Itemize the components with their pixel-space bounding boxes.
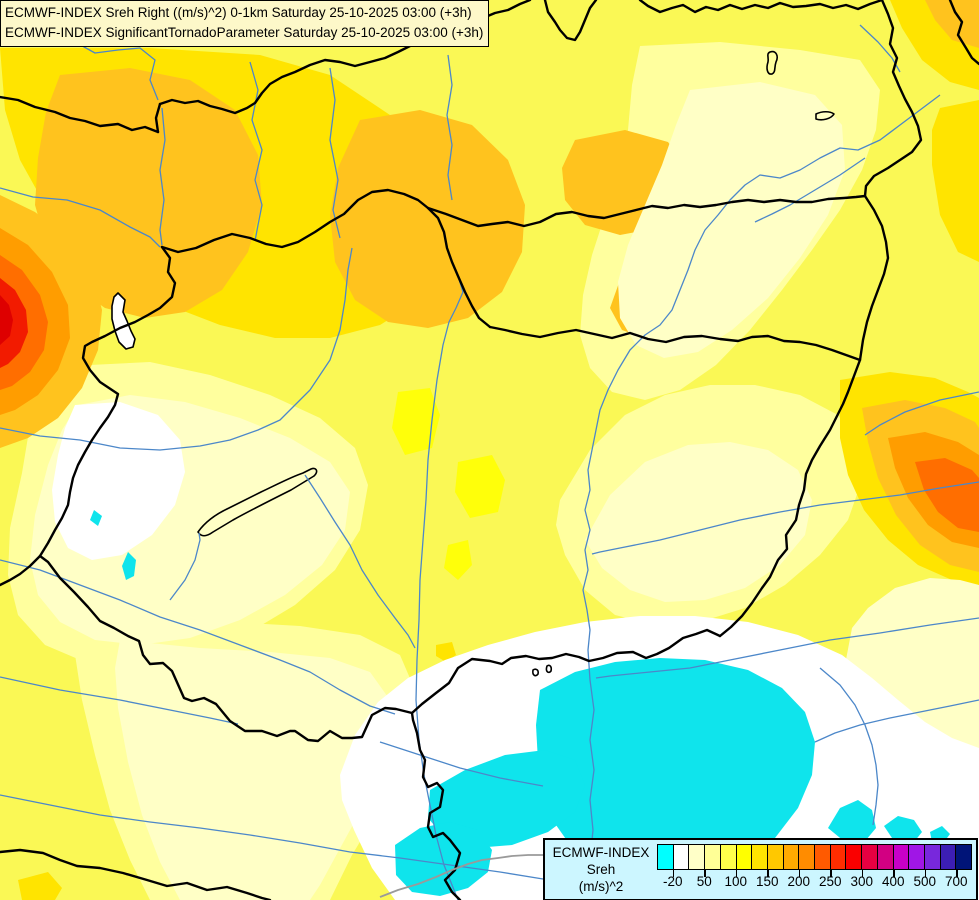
legend-swatch: [798, 844, 816, 870]
legend-swatch: [861, 844, 878, 870]
legend-tick-label: -20: [662, 874, 683, 889]
border-hu-rs-south: [410, 628, 722, 715]
legend-label-unit: (m/s)^2: [578, 879, 624, 894]
map-title-box: ECMWF-INDEX Sreh Right ((m/s)^2) 0-1km S…: [0, 0, 490, 47]
legend-tick-mark: [735, 870, 738, 877]
lake-small-2: [815, 110, 835, 121]
map-title-line-1: ECMWF-INDEX Sreh Right ((m/s)^2) 0-1km S…: [5, 5, 472, 20]
border-ua-vertical: [863, 0, 923, 198]
lake-balaton: [197, 467, 318, 537]
legend-tick-mark: [893, 870, 895, 877]
legend-color-bar: [657, 844, 973, 870]
legend-tick-mark: [672, 870, 675, 877]
legend-swatch: [829, 844, 847, 870]
legend-tick-label: 150: [755, 874, 779, 889]
border-hr-rs-danube: [410, 711, 462, 900]
legend-swatch: [782, 844, 800, 870]
lakes-layer: [111, 50, 835, 677]
legend-swatch: [939, 844, 957, 870]
border-hu-mid-east: [488, 325, 862, 362]
legend-label-param: Sreh: [586, 862, 616, 877]
legend-tick-mark: [704, 870, 706, 877]
legend-swatch: [719, 844, 737, 870]
legend-tick-label: 500: [913, 874, 937, 889]
legend-swatch: [751, 844, 768, 870]
border-grey-layer: [379, 854, 545, 898]
legend-box: ECMWF-INDEX Sreh (m/s)^2 -20 50 100 150 200 2…: [543, 838, 978, 900]
border-at-hu-west: [38, 245, 177, 558]
lake-small-1: [766, 50, 778, 75]
border-danube-bend: [426, 206, 492, 329]
border-sk-pl-dip: [543, 0, 598, 42]
lake-small-3: [532, 668, 539, 677]
legend-swatch: [876, 844, 894, 870]
lake-neusiedl: [111, 292, 136, 350]
legend-swatch: [814, 844, 831, 870]
legend-tick-mark: [830, 870, 832, 877]
border-morava: [154, 102, 162, 134]
legend-swatch: [672, 844, 690, 870]
legend-swatch: [735, 844, 753, 870]
legend-label-model: ECMWF-INDEX: [552, 845, 650, 860]
legend-tick-mark: [798, 870, 801, 877]
legend-swatch: [766, 844, 784, 870]
border-sk-hu-danube: [160, 188, 430, 254]
border-ua-ro-east: [718, 194, 890, 638]
legend-tick-label: 100: [724, 874, 748, 889]
border-sk-pl-top: [638, 0, 884, 14]
legend-scale: -20 50 100 150 200 250 300 400 500 700: [657, 840, 973, 899]
legend-tick-mark: [861, 870, 864, 877]
legend-swatch: [845, 844, 863, 870]
legend-swatch: [688, 844, 706, 870]
legend-tick-mark: [924, 870, 927, 877]
border-si-hr-hu: [38, 554, 414, 743]
legend-swatch: [657, 844, 674, 870]
border-sk-hu-north: [426, 194, 867, 228]
legend-tick-label: 700: [944, 874, 968, 889]
legend-label: ECMWF-INDEX Sreh (m/s)^2: [545, 840, 657, 899]
legend-tick-mark: [956, 870, 958, 877]
legend-swatch: [908, 844, 925, 870]
legend-swatch: [704, 844, 721, 870]
border-topright-corner: [948, 0, 979, 66]
contour-layer-cyan: [90, 510, 950, 898]
legend-swatch: [892, 844, 910, 870]
legend-swatch: [955, 844, 973, 870]
legend-tick-label: 400: [881, 874, 905, 889]
legend-tick-label: 200: [787, 874, 811, 889]
legend-tick-label: 300: [850, 874, 874, 889]
legend-tick-label: 50: [696, 874, 712, 889]
border-at-si-exit: [0, 554, 42, 587]
border-bottom-left: [0, 848, 272, 900]
legend-swatch: [923, 844, 941, 870]
border-cz-at: [0, 95, 160, 134]
legend-tick-mark: [767, 870, 769, 877]
legend-tick-label: 250: [818, 874, 842, 889]
lake-small-4: [545, 664, 553, 674]
map-title-line-2: ECMWF-INDEX SignificantTornadoParameter …: [5, 25, 484, 40]
